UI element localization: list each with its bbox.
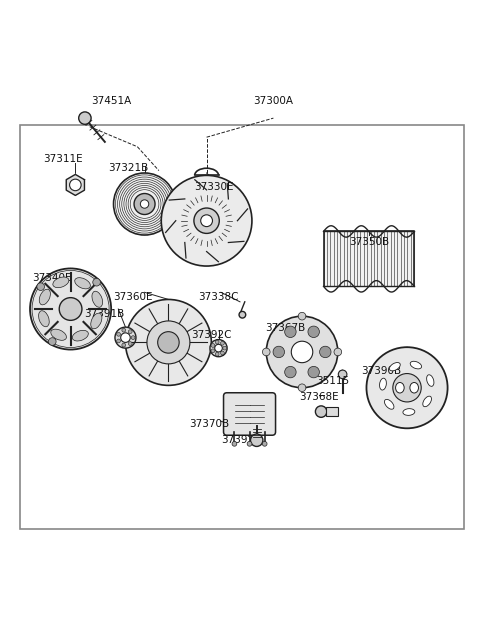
Circle shape (140, 200, 149, 208)
Text: 37370B: 37370B (189, 418, 229, 428)
Circle shape (134, 193, 155, 214)
Circle shape (128, 342, 132, 345)
Text: 37321B: 37321B (108, 163, 148, 173)
Bar (21, 125, 464, 528)
Circle shape (291, 341, 313, 363)
Ellipse shape (410, 383, 419, 393)
Circle shape (210, 339, 227, 357)
Circle shape (366, 347, 447, 428)
Circle shape (239, 311, 246, 318)
Circle shape (220, 341, 224, 345)
Ellipse shape (396, 383, 404, 393)
Circle shape (315, 406, 327, 417)
Circle shape (128, 330, 132, 334)
Circle shape (215, 340, 219, 344)
Ellipse shape (423, 396, 432, 407)
Polygon shape (66, 174, 84, 195)
Circle shape (285, 366, 296, 378)
Ellipse shape (389, 363, 400, 371)
Ellipse shape (427, 375, 434, 386)
Text: 37368E: 37368E (299, 392, 338, 402)
Circle shape (298, 312, 306, 320)
Circle shape (37, 283, 45, 290)
Circle shape (117, 339, 120, 343)
FancyBboxPatch shape (224, 393, 276, 435)
Circle shape (273, 346, 285, 358)
Circle shape (79, 112, 91, 124)
Circle shape (161, 176, 252, 266)
Circle shape (194, 208, 219, 234)
Circle shape (247, 441, 252, 446)
Circle shape (201, 215, 213, 227)
Circle shape (120, 333, 130, 342)
Circle shape (215, 344, 222, 352)
Text: 37330E: 37330E (194, 182, 233, 192)
Circle shape (147, 321, 190, 364)
Circle shape (393, 373, 421, 402)
Circle shape (125, 300, 211, 386)
Circle shape (211, 349, 215, 353)
Circle shape (215, 352, 219, 356)
Ellipse shape (403, 408, 415, 415)
Circle shape (115, 327, 136, 348)
Ellipse shape (91, 313, 102, 329)
Text: 37390B: 37390B (360, 366, 401, 376)
Circle shape (93, 279, 100, 286)
Ellipse shape (384, 399, 394, 409)
Text: 37391B: 37391B (84, 309, 124, 319)
Circle shape (122, 343, 126, 347)
Circle shape (211, 344, 215, 347)
Text: 37350B: 37350B (349, 237, 389, 247)
Ellipse shape (380, 378, 386, 390)
Ellipse shape (410, 362, 421, 369)
Bar (326, 407, 338, 417)
Circle shape (114, 173, 176, 235)
Circle shape (122, 328, 126, 332)
Circle shape (157, 332, 179, 353)
Circle shape (48, 337, 56, 345)
Ellipse shape (51, 329, 66, 341)
Circle shape (220, 351, 224, 355)
Text: 37392C: 37392C (191, 330, 232, 341)
Ellipse shape (75, 277, 90, 289)
Circle shape (338, 370, 347, 379)
Circle shape (70, 179, 81, 191)
Circle shape (334, 348, 342, 356)
Circle shape (320, 346, 331, 358)
Polygon shape (324, 232, 414, 286)
Ellipse shape (53, 277, 69, 287)
Text: 37340E: 37340E (32, 273, 71, 283)
Ellipse shape (72, 331, 88, 341)
Circle shape (298, 384, 306, 392)
Text: 37451A: 37451A (91, 96, 131, 106)
Circle shape (285, 326, 296, 337)
Text: 37300A: 37300A (253, 96, 293, 106)
Circle shape (266, 316, 338, 387)
Ellipse shape (92, 291, 103, 307)
Circle shape (232, 441, 237, 446)
Text: 35115: 35115 (316, 376, 349, 386)
Circle shape (308, 326, 319, 337)
Circle shape (223, 346, 227, 350)
Circle shape (59, 298, 82, 320)
Circle shape (131, 336, 135, 339)
Circle shape (30, 268, 111, 350)
Text: 37393: 37393 (221, 435, 254, 445)
Circle shape (251, 434, 263, 446)
Text: 37311E: 37311E (44, 154, 83, 164)
Circle shape (262, 441, 267, 446)
Circle shape (308, 366, 319, 378)
Text: 37338C: 37338C (198, 292, 239, 302)
Text: 37360E: 37360E (113, 292, 152, 302)
Ellipse shape (38, 311, 49, 327)
Circle shape (263, 348, 270, 356)
Text: 37367B: 37367B (265, 323, 305, 333)
Ellipse shape (39, 289, 50, 305)
Circle shape (117, 332, 120, 336)
